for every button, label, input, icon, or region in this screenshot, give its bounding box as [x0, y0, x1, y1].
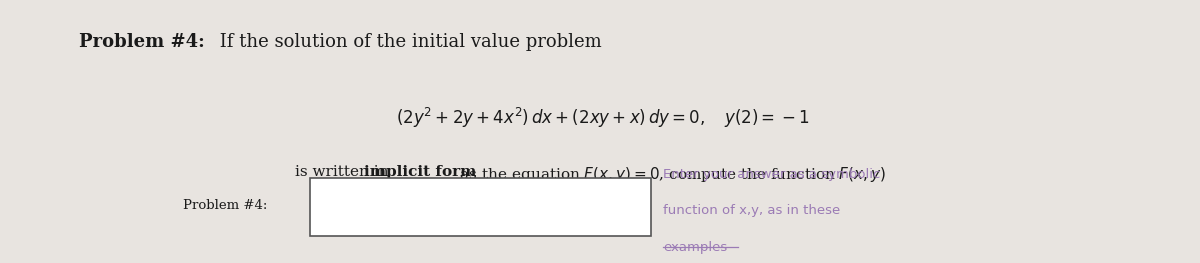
Text: Problem #4:: Problem #4: — [79, 33, 205, 50]
Text: Problem #4:: Problem #4: — [184, 199, 268, 212]
Text: implicit form: implicit form — [364, 165, 476, 179]
Text: examples: examples — [664, 241, 727, 254]
Text: If the solution of the initial value problem: If the solution of the initial value pro… — [215, 33, 602, 50]
Text: is written in: is written in — [295, 165, 394, 179]
Text: function of x,y, as in these: function of x,y, as in these — [664, 204, 841, 217]
Text: as the equation $F(x, y) = 0$, compute the function $F(x, y)$: as the equation $F(x, y) = 0$, compute t… — [455, 165, 887, 184]
Text: $(2y^2 + 2y + 4x^2)\,dx + (2xy + x)\,dy = 0, \quad y(2) = -1$: $(2y^2 + 2y + 4x^2)\,dx + (2xy + x)\,dy … — [396, 105, 810, 130]
Text: Enter your answer as a symbolic: Enter your answer as a symbolic — [664, 168, 881, 181]
FancyBboxPatch shape — [311, 178, 652, 236]
